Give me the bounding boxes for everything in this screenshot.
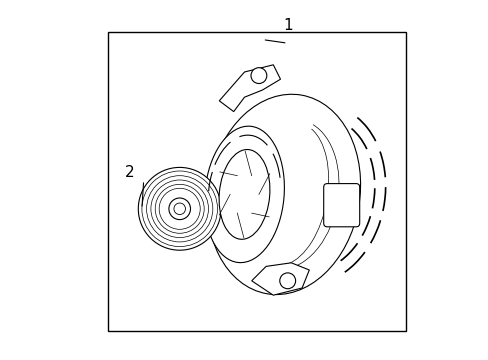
Circle shape: [279, 273, 295, 289]
Text: 1: 1: [283, 18, 292, 33]
Ellipse shape: [204, 126, 284, 263]
Circle shape: [168, 198, 190, 220]
Polygon shape: [219, 65, 280, 112]
Ellipse shape: [219, 149, 269, 239]
Text: 2: 2: [124, 165, 134, 180]
Polygon shape: [251, 263, 309, 295]
Circle shape: [138, 167, 221, 250]
Ellipse shape: [207, 94, 360, 294]
Bar: [107, 32, 406, 331]
Circle shape: [250, 68, 266, 84]
Circle shape: [174, 203, 185, 215]
FancyBboxPatch shape: [323, 184, 359, 227]
